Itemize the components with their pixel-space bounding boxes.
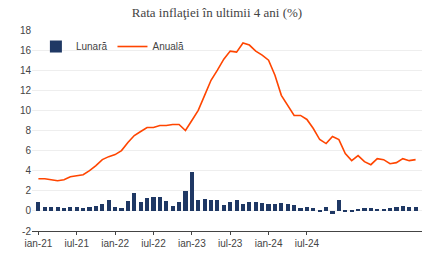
svg-text:ian-22: ian-22: [101, 238, 129, 249]
svg-text:18: 18: [20, 25, 32, 36]
svg-text:ian-23: ian-23: [178, 238, 206, 249]
svg-text:iul-23: iul-23: [218, 238, 243, 249]
svg-text:ian-24: ian-24: [255, 238, 283, 249]
svg-text:Rata inflaţiei în ultimii 4 an: Rata inflaţiei în ultimii 4 ani (%): [132, 5, 302, 20]
svg-text:Lunară: Lunară: [76, 41, 108, 52]
svg-text:iul-21: iul-21: [65, 238, 90, 249]
svg-text:8: 8: [25, 125, 31, 136]
svg-text:2: 2: [25, 185, 31, 196]
svg-text:0: 0: [25, 205, 31, 216]
svg-text:iul-24: iul-24: [295, 238, 320, 249]
svg-text:12: 12: [20, 85, 32, 96]
svg-text:iul-22: iul-22: [141, 238, 166, 249]
svg-text:14: 14: [20, 65, 32, 76]
svg-text:16: 16: [20, 45, 32, 56]
svg-text:10: 10: [20, 105, 32, 116]
svg-text:6: 6: [25, 145, 31, 156]
svg-text:-2: -2: [22, 226, 31, 237]
svg-text:Anuală: Anuală: [152, 41, 184, 52]
svg-text:4: 4: [25, 165, 31, 176]
svg-text:ian-21: ian-21: [24, 238, 52, 249]
